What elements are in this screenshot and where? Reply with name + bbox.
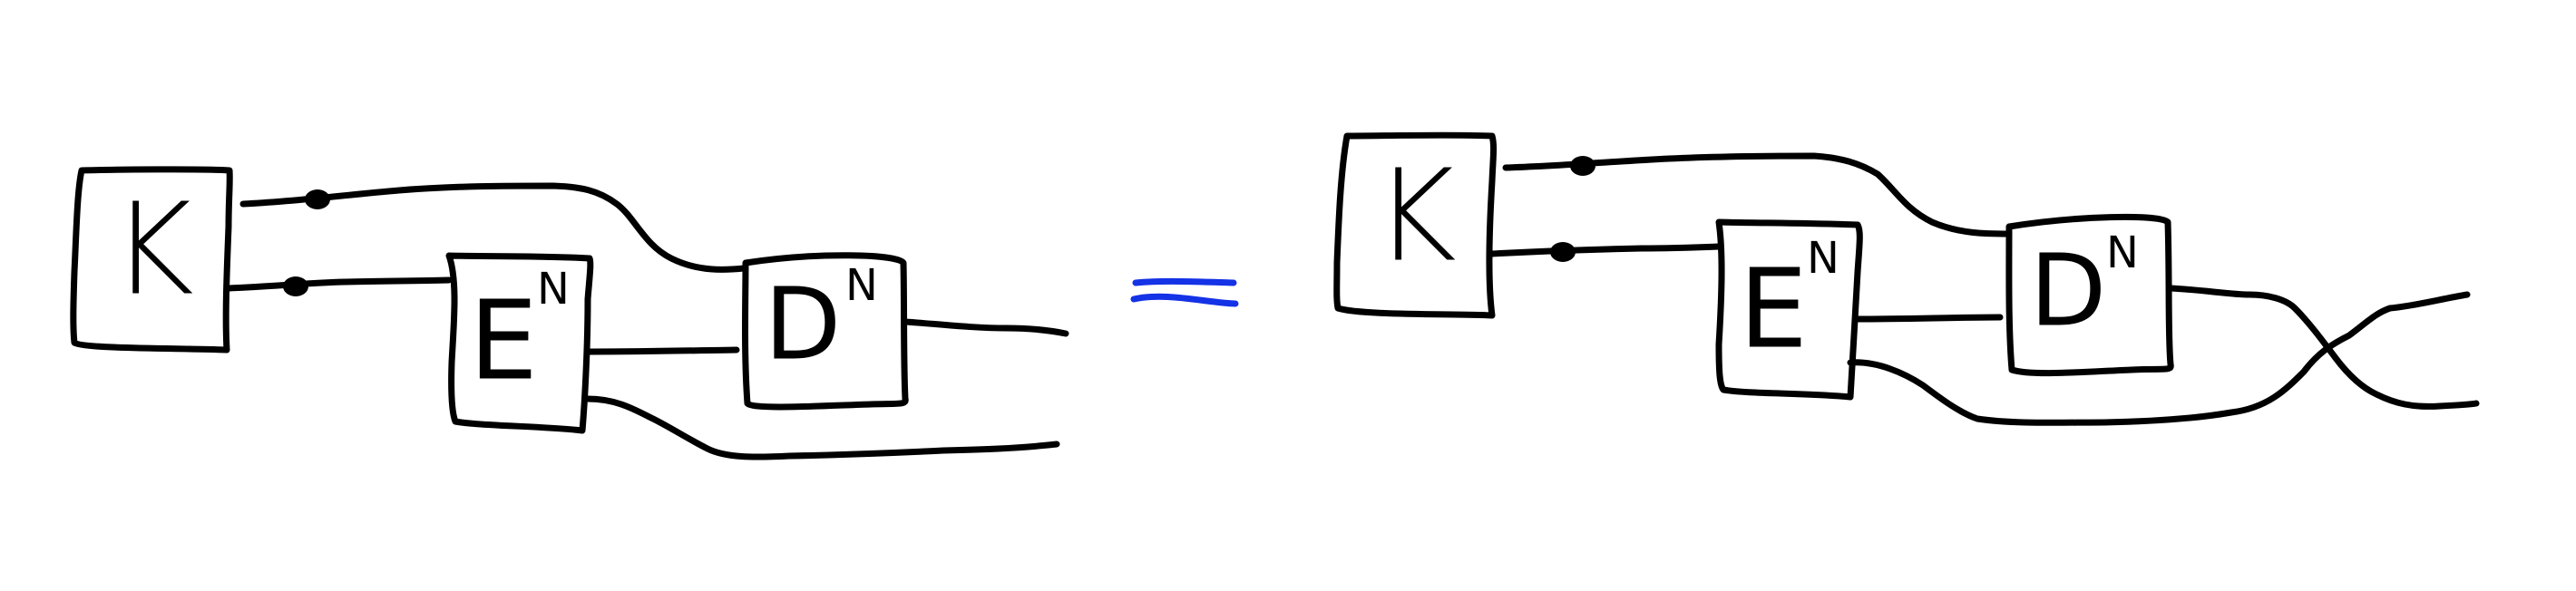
right-wire-k-top	[1502, 152, 2013, 237]
left-d-label: D	[765, 266, 842, 382]
right-e-superscript: N	[1807, 233, 1839, 284]
left-e-superscript: N	[537, 264, 570, 315]
left-copy-dot-bottom	[283, 276, 308, 296]
left-copy-dot-top	[305, 189, 330, 209]
right-d-box	[2005, 213, 2174, 377]
left-d-box	[742, 252, 909, 411]
left-d-superscript: N	[845, 260, 878, 311]
right-d-label: D	[2030, 232, 2107, 348]
right-e-box	[1715, 218, 1863, 401]
right-wire-k-bottom	[1488, 243, 1722, 257]
left-wire-k-top	[239, 182, 747, 273]
right-d-superscript: N	[2106, 228, 2139, 278]
approx-line-bottom	[1130, 293, 1239, 307]
left-e-label: E	[469, 279, 538, 405]
left-wire-e-bottom	[584, 395, 1060, 460]
left-k-box	[70, 166, 233, 354]
left-wire-k-bottom	[225, 276, 453, 292]
left-wire-e-to-d	[584, 346, 740, 355]
left-e-box	[445, 252, 594, 434]
left-k-label: K	[111, 177, 194, 325]
approx-line-top	[1132, 277, 1237, 286]
right-wire-d-out-crossing	[2167, 285, 2480, 410]
right-wire-e-bottom-crossing	[1847, 291, 2471, 426]
right-copy-dot-bottom	[1550, 242, 1576, 262]
right-k-label: K	[1373, 143, 1457, 291]
approx-symbol: ≈	[1185, 294, 1186, 296]
equivalence-sign: ≈	[1130, 277, 1239, 307]
right-e-label: E	[1739, 247, 1808, 373]
left-wire-d-out	[902, 318, 1069, 337]
left-diagram: K E N D N	[70, 166, 1069, 460]
right-copy-dot-top	[1570, 156, 1595, 176]
right-wire-e-to-d	[1854, 314, 2004, 323]
right-k-box	[1333, 131, 1498, 319]
right-diagram: K E N D N	[1333, 131, 2480, 426]
